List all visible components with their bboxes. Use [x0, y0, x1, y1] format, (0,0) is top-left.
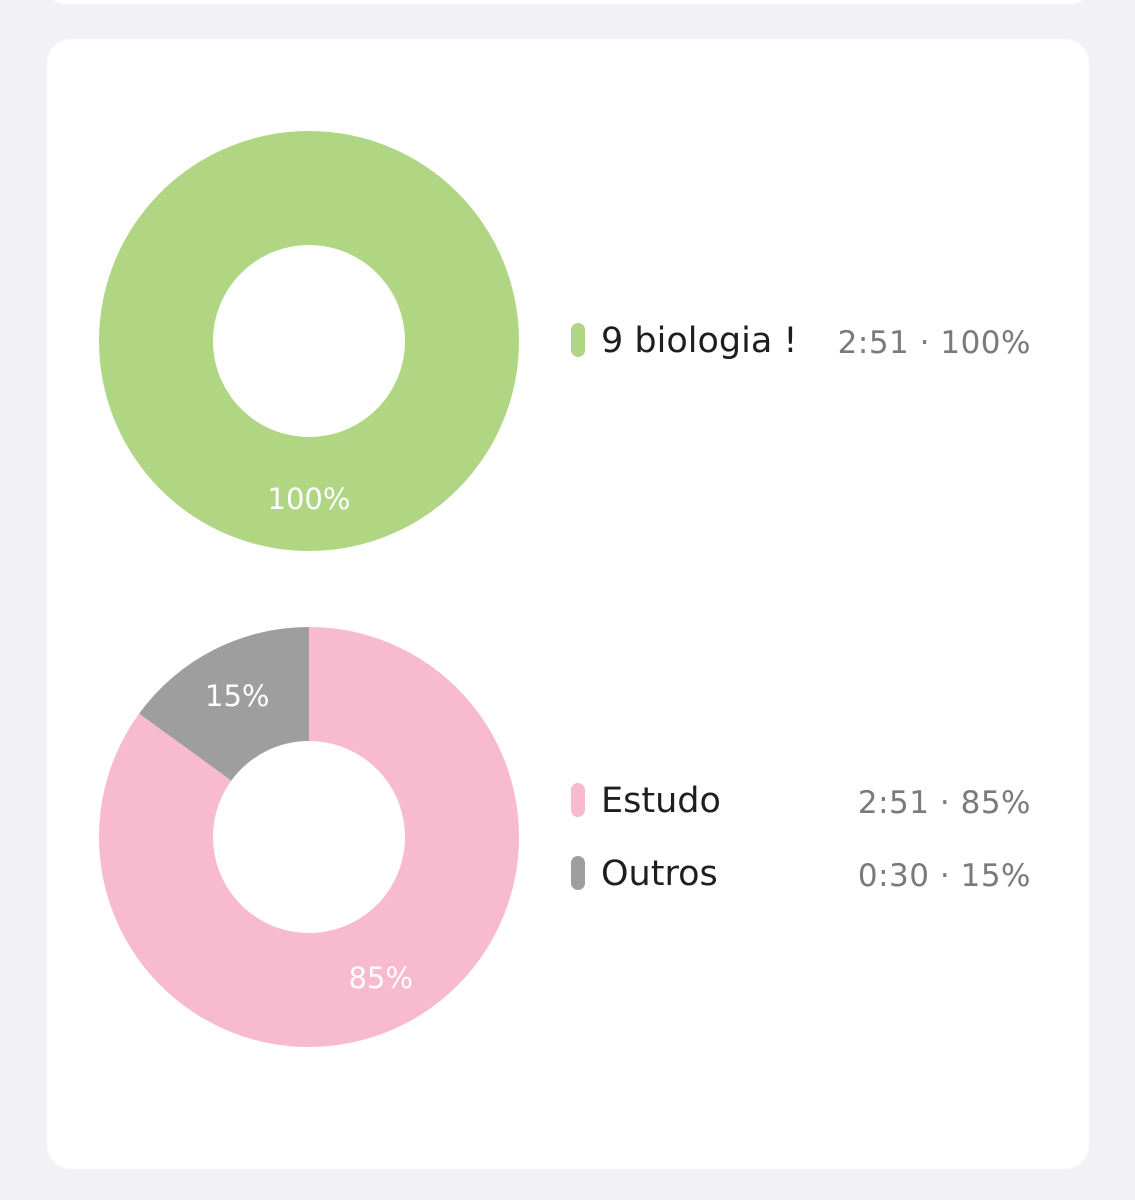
legend-row-subject[interactable]: 9 biologia ! 2:51 · 100% — [571, 319, 1031, 363]
legend-color-dot — [571, 856, 585, 890]
legend-percent: 15% — [960, 858, 1031, 894]
legend-label: 9 biologia ! — [601, 321, 798, 361]
legend-stats: 2:51 · 100% — [838, 321, 1031, 365]
slice-label-estudo: 85% — [348, 961, 412, 995]
legend-row-estudo[interactable]: Estudo 2:51 · 85% — [571, 779, 1031, 823]
legend-separator: · — [919, 325, 930, 361]
legend-time: 2:51 — [857, 785, 930, 821]
legend-percent: 85% — [960, 785, 1031, 821]
legend-stats: 2:51 · 85% — [858, 781, 1031, 825]
legend-row-outros[interactable]: Outros 0:30 · 15% — [571, 852, 1031, 896]
legend-percent: 100% — [940, 325, 1031, 361]
donut-chart-subject: 100% — [99, 131, 519, 551]
legend-label: Estudo — [601, 781, 721, 821]
legend-label: Outros — [601, 854, 718, 894]
slice-estudo[interactable] — [99, 627, 519, 1047]
donut-svg-category: 85% 15% — [99, 627, 519, 1047]
previous-card — [47, 0, 1089, 4]
slice-label-9-biologia: 100% — [268, 482, 351, 516]
donut-chart-category: 85% 15% — [99, 627, 519, 1047]
legend-time: 2:51 — [837, 325, 910, 361]
legend-stats: 0:30 · 15% — [858, 854, 1031, 898]
slice-outros[interactable] — [139, 627, 309, 781]
donut-svg-subject: 100% — [99, 131, 519, 551]
legend-separator: · — [939, 858, 951, 894]
slice-9-biologia[interactable] — [99, 131, 519, 551]
legend-color-dot — [571, 323, 585, 357]
legend-separator: · — [939, 785, 951, 821]
legend-color-dot — [571, 783, 585, 817]
slice-label-outros: 15% — [205, 679, 269, 713]
stats-card: 100% 9 biologia ! 2:51 · 100% 85% 15% Est… — [47, 39, 1089, 1169]
legend-time: 0:30 — [857, 858, 930, 894]
